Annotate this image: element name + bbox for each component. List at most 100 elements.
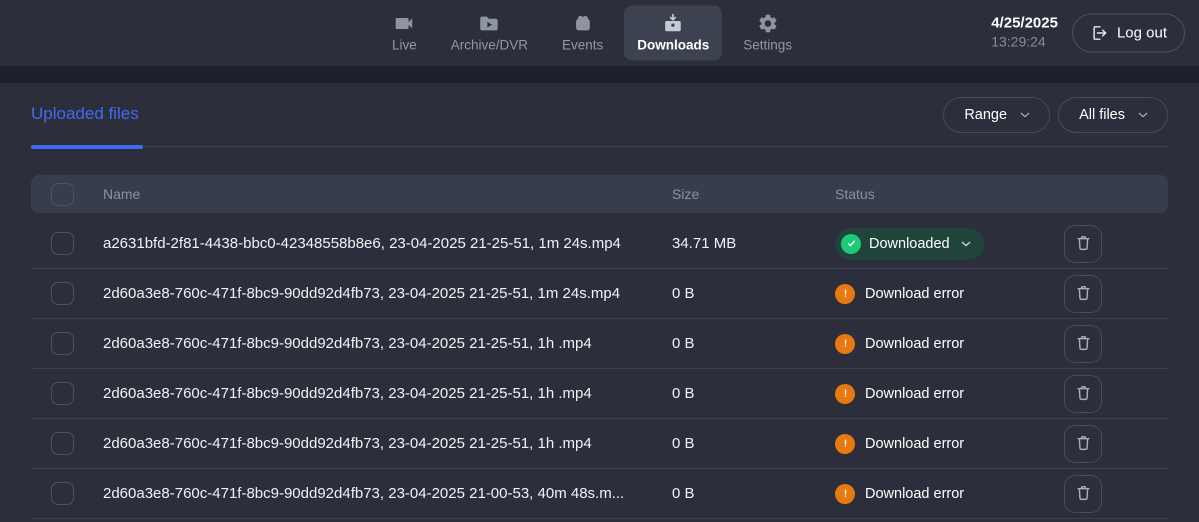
main-navigation: Live Archive/DVR Events Downloads Settin… [379, 5, 805, 61]
file-name: 2d60a3e8-760c-471f-8bc9-90dd92d4fb73, 23… [103, 485, 625, 502]
trash-icon [1074, 384, 1093, 403]
file-status-cell: Download error [835, 383, 1064, 404]
header-size: Size [672, 186, 700, 202]
nav-tab-events[interactable]: Events [549, 6, 616, 61]
logout-label: Log out [1116, 24, 1167, 42]
range-dropdown[interactable]: Range [943, 97, 1051, 133]
rule-line [31, 146, 1168, 147]
download-tray-icon [662, 13, 684, 35]
active-tab-indicator [31, 145, 143, 149]
exclamation-circle-icon [835, 333, 855, 354]
nav-tab-label: Downloads [637, 37, 710, 53]
file-size: 0 B [672, 335, 695, 352]
file-name: 2d60a3e8-760c-471f-8bc9-90dd92d4fb73, 23… [103, 435, 592, 452]
file-size: 0 B [672, 485, 695, 502]
status-label: Download error [865, 435, 965, 452]
file-name: 2d60a3e8-760c-471f-8bc9-90dd92d4fb73, 23… [103, 385, 592, 402]
logout-button[interactable]: Log out [1071, 13, 1185, 53]
nav-tab-settings[interactable]: Settings [730, 6, 805, 61]
all-files-dropdown[interactable]: All files [1058, 97, 1168, 133]
chevron-down-icon [1135, 107, 1151, 123]
status-label: Download error [865, 285, 965, 302]
status-label: Download error [865, 335, 965, 352]
files-table: Name Size Status a2631bfd-2f81-4438-bbc0… [31, 175, 1168, 519]
delete-button[interactable] [1064, 324, 1102, 363]
status-badge-downloaded[interactable]: Downloaded [835, 227, 984, 260]
row-checkbox[interactable] [51, 432, 74, 455]
logout-icon [1090, 24, 1109, 43]
downloads-page: Uploaded files Range All files Name Size… [0, 83, 1199, 519]
trash-icon [1074, 334, 1093, 353]
filter-label: Range [964, 107, 1008, 123]
file-status-cell: Download error [835, 283, 1064, 304]
file-size: 0 B [672, 385, 695, 402]
tab-uploaded-files[interactable]: Uploaded files [31, 104, 139, 123]
status-download-error: Download error [835, 283, 965, 304]
tab-underline [31, 145, 1168, 149]
nav-tab-label: Events [561, 37, 604, 53]
status-label: Download error [865, 385, 965, 402]
status-label: Downloaded [869, 235, 950, 252]
exclamation-circle-icon [835, 433, 855, 454]
filter-label: All files [1079, 107, 1125, 123]
file-size: 0 B [672, 285, 695, 302]
status-label: Download error [865, 485, 965, 502]
nav-tab-label: Settings [743, 37, 793, 53]
file-name: 2d60a3e8-760c-471f-8bc9-90dd92d4fb73, 23… [103, 335, 592, 352]
row-checkbox[interactable] [51, 382, 74, 405]
nav-tab-live[interactable]: Live [379, 6, 430, 61]
delete-button[interactable] [1064, 424, 1102, 463]
row-checkbox[interactable] [51, 332, 74, 355]
datetime: 4/25/2025 13:29:24 [991, 15, 1058, 51]
delete-button[interactable] [1064, 224, 1102, 263]
chevron-down-icon [1017, 107, 1033, 123]
filter-bar: Range All files [943, 97, 1168, 133]
file-name: a2631bfd-2f81-4438-bbc0-42348558b8e6, 23… [103, 235, 621, 252]
table-row: 2d60a3e8-760c-471f-8bc9-90dd92d4fb73, 23… [31, 369, 1168, 419]
file-status-cell: Download error [835, 483, 1064, 504]
file-size: 34.71 MB [672, 235, 737, 252]
select-all-checkbox[interactable] [51, 182, 74, 206]
page-head: Uploaded files Range All files [31, 83, 1168, 149]
header-name: Name [103, 186, 141, 202]
exclamation-circle-icon [835, 283, 855, 304]
table-row: 2d60a3e8-760c-471f-8bc9-90dd92d4fb73, 23… [31, 269, 1168, 319]
videocam-icon [393, 13, 415, 35]
trash-icon [1074, 234, 1093, 253]
nav-tab-downloads[interactable]: Downloads [624, 5, 723, 61]
exclamation-circle-icon [835, 483, 855, 504]
row-checkbox[interactable] [51, 232, 74, 255]
current-date: 4/25/2025 [991, 14, 1058, 32]
table-row: 2d60a3e8-760c-471f-8bc9-90dd92d4fb73, 23… [31, 319, 1168, 369]
status-download-error: Download error [835, 383, 965, 404]
file-size: 0 B [672, 435, 695, 452]
header-status: Status [835, 186, 875, 202]
nav-tab-archive-dvr[interactable]: Archive/DVR [438, 6, 541, 61]
table-row: a2631bfd-2f81-4438-bbc0-42348558b8e6, 23… [31, 219, 1168, 269]
nav-tab-label: Live [391, 37, 417, 53]
top-bar: Live Archive/DVR Events Downloads Settin… [0, 0, 1199, 66]
folder-play-icon [478, 13, 500, 35]
table-body: a2631bfd-2f81-4438-bbc0-42348558b8e6, 23… [31, 219, 1168, 519]
delete-button[interactable] [1064, 374, 1102, 413]
table-row: 2d60a3e8-760c-471f-8bc9-90dd92d4fb73, 23… [31, 469, 1168, 519]
file-name: 2d60a3e8-760c-471f-8bc9-90dd92d4fb73, 23… [103, 285, 621, 302]
trash-icon [1074, 434, 1093, 453]
delete-button[interactable] [1064, 474, 1102, 513]
trash-icon [1074, 484, 1093, 503]
table-row: 2d60a3e8-760c-471f-8bc9-90dd92d4fb73, 23… [31, 419, 1168, 469]
status-download-error: Download error [835, 333, 965, 354]
row-checkbox[interactable] [51, 282, 74, 305]
status-download-error: Download error [835, 433, 965, 454]
status-download-error: Download error [835, 483, 965, 504]
chevron-down-icon [958, 236, 973, 251]
gear-icon [757, 13, 779, 35]
table-header: Name Size Status [31, 175, 1168, 213]
file-status-cell: Downloaded [835, 227, 1064, 260]
nav-tab-label: Archive/DVR [450, 37, 528, 53]
check-circle-icon [841, 233, 861, 254]
delete-button[interactable] [1064, 274, 1102, 313]
row-checkbox[interactable] [51, 482, 74, 505]
file-status-cell: Download error [835, 333, 1064, 354]
file-status-cell: Download error [835, 433, 1064, 454]
